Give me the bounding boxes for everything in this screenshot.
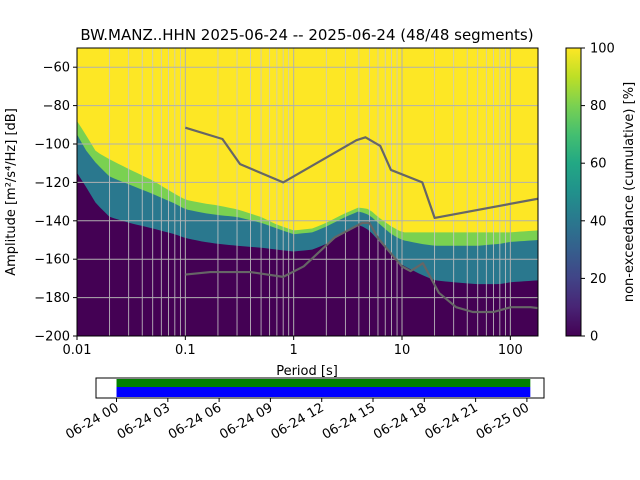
plot-area: 0.01 0.1 1 10 100 −60 −80 −100 −120 −140 −160 −180… [34, 47, 539, 358]
colorbar-tick-label: 60 [590, 157, 607, 172]
plot-frame [76, 47, 539, 337]
noise-models [185, 126, 538, 314]
availability-tick-label: 06-24 09 [217, 400, 275, 442]
availability-tick-label: 06-24 21 [422, 400, 480, 442]
amplitude-gridlines [77, 66, 538, 336]
availability-tick-label: 06-24 06 [166, 400, 224, 442]
x-tick-label: 10 [394, 343, 411, 358]
colorbar-label: non-exceedance (cumulative) [%] [622, 82, 637, 302]
availability-tick-label: 06-24 18 [371, 400, 429, 442]
y-tick-label: −100 [34, 138, 70, 153]
y-tick-label: −120 [34, 176, 70, 191]
y-tick-label: −60 [43, 61, 70, 76]
availability-tick-label: 06-24 12 [269, 400, 327, 442]
period-gridlines [77, 48, 511, 336]
colorbar-tick-label: 20 [590, 272, 607, 287]
availability-frame [95, 377, 545, 399]
heatmap-band-10 [77, 172, 538, 336]
y-tick-label: −200 [34, 330, 70, 345]
x-tick-label: 0.1 [175, 343, 196, 358]
x-tick-label: 0.01 [63, 343, 92, 358]
high-noise-model-line [185, 126, 538, 220]
y-axis-ticks: −60 −80 −100 −120 −140 −160 −180 −200 [34, 61, 77, 345]
availability-tick-label: 06-24 15 [320, 400, 378, 442]
ppsd-heatmap [77, 48, 538, 336]
availability-tick-label: 06-25 00 [474, 400, 532, 442]
availability-tick-label: 06-24 00 [63, 400, 121, 442]
x-tick-label: 1 [290, 343, 298, 358]
low-noise-model-line [185, 221, 538, 314]
x-tick-label: 100 [498, 343, 523, 358]
x-axis-label: Period [s] [276, 364, 338, 379]
y-axis-label: Amplitude [m²/s⁴/Hz] [dB] [4, 108, 19, 276]
colorbar-tick-label: 80 [590, 99, 607, 114]
availability-bar-top [116, 379, 531, 387]
colorbar-tick-label: 40 [590, 214, 607, 229]
availability-tick-label: 06-24 03 [115, 400, 173, 442]
colorbar: 0 20 40 60 80 100 non-exceedance (cumulative)… [565, 42, 637, 345]
chart-title: BW.MANZ..HHN 2025-06-24 -- 2025-06-24 (4… [80, 26, 533, 44]
y-tick-label: −80 [43, 99, 70, 114]
colorbar-ticks: 0 20 40 60 80 100 [581, 42, 615, 345]
colorbar-tick-label: 100 [590, 42, 615, 57]
y-tick-label: −180 [34, 291, 70, 306]
x-axis-ticks: 0.01 0.1 1 10 100 [63, 336, 523, 358]
colorbar-gradient [565, 47, 582, 337]
y-tick-label: −160 [34, 253, 70, 268]
availability-bars [116, 379, 531, 397]
availability-bar-bottom [116, 387, 531, 397]
colorbar-tick-label: 0 [590, 330, 598, 345]
y-tick-label: −140 [34, 214, 70, 229]
